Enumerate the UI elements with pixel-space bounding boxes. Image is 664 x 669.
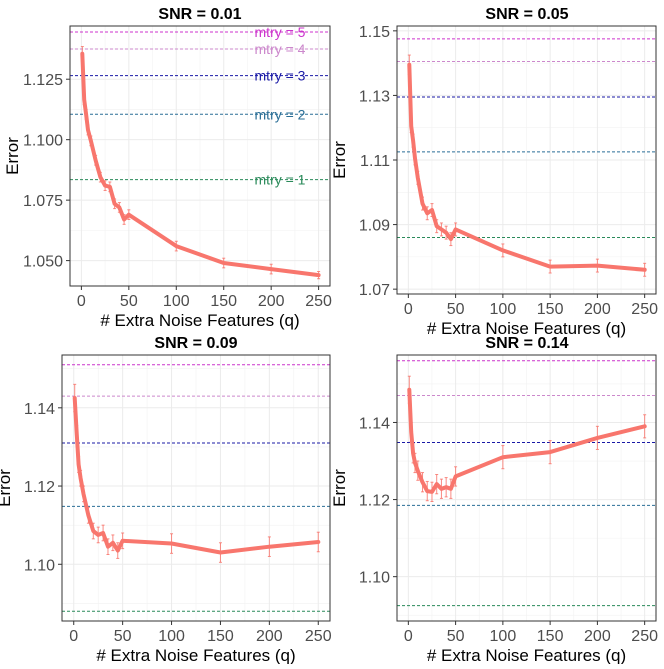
mtry-1-label: mtry = 1 — [255, 172, 306, 188]
plot-border — [396, 354, 657, 622]
x-tick-label: 100 — [163, 293, 190, 310]
x-tick-label: 150 — [207, 628, 234, 645]
mtry-2-label: mtry = 2 — [255, 106, 306, 122]
x-tick-label: 150 — [537, 301, 564, 318]
panel-4: 0 50 100 150 200 250 1.10 1.12 1.14 SNR = 0.14 # E… — [330, 335, 658, 665]
y-axis-label: Error — [330, 469, 349, 507]
x-axis-label: # Extra Noise Features (q) — [427, 646, 626, 664]
panel-title: SNR = 0.09 — [154, 335, 237, 352]
x-tick-label: 50 — [114, 628, 132, 645]
x-tick-label: 0 — [77, 293, 86, 310]
plot-border — [69, 25, 331, 287]
x-tick-label: 250 — [305, 628, 332, 645]
mtry-5-label: mtry = 5 — [255, 24, 306, 40]
x-tick-label: 200 — [256, 628, 283, 645]
x-axis-label: # Extra Noise Features (q) — [100, 311, 299, 330]
x-tick-label: 150 — [210, 293, 237, 310]
x-tick-label: 200 — [584, 301, 611, 318]
y-axis-label: Error — [330, 141, 349, 179]
x-axis-label: # Extra Noise Features (q) — [96, 646, 295, 664]
mtry-4-label: mtry = 4 — [255, 41, 306, 57]
error-series-line — [72, 396, 321, 555]
y-axis-label: Error — [3, 137, 22, 175]
y-tick-label: 1.14 — [24, 401, 55, 418]
y-tick-label: 1.125 — [23, 72, 63, 89]
y-tick-label: 1.14 — [359, 415, 390, 432]
x-tick-label: 0 — [404, 628, 413, 645]
error-series-line — [407, 387, 647, 494]
y-tick-label: 1.075 — [23, 193, 63, 210]
x-tick-label: 50 — [120, 293, 138, 310]
x-tick-label: 150 — [537, 628, 564, 645]
y-tick-label: 1.12 — [24, 479, 55, 496]
y-tick-label: 1.07 — [359, 282, 390, 299]
x-tick-label: 250 — [305, 293, 332, 310]
x-tick-label: 100 — [490, 628, 517, 645]
x-tick-label: 50 — [447, 628, 465, 645]
y-tick-label: 1.100 — [23, 133, 63, 150]
y-tick-label: 1.12 — [359, 493, 390, 510]
x-tick-label: 0 — [69, 628, 78, 645]
y-tick-label: 1.10 — [359, 570, 390, 587]
panel-title: SNR = 0.01 — [158, 6, 241, 23]
panel-2: 0 50 100 150 200 250 1.07 1.09 1.11 1.13 1.15 SNR =… — [330, 6, 658, 338]
y-tick-label: 1.15 — [359, 24, 390, 41]
y-tick-label: 1.13 — [359, 88, 390, 105]
panel-3: 0 50 100 150 200 250 1.10 1.12 1.14 SNR = 0.09 # E… — [0, 335, 332, 665]
panel-title: SNR = 0.14 — [485, 335, 568, 352]
x-tick-label: 200 — [258, 293, 285, 310]
x-tick-label: 200 — [584, 628, 611, 645]
y-tick-label: 1.10 — [24, 557, 55, 574]
y-tick-label: 1.050 — [23, 254, 63, 271]
x-tick-label: 0 — [404, 301, 413, 318]
error-series-line — [407, 62, 647, 272]
y-tick-label: 1.09 — [359, 218, 390, 235]
y-tick-label: 1.11 — [360, 153, 390, 170]
x-tick-label: 250 — [631, 628, 658, 645]
plot-border — [61, 354, 331, 622]
x-tick-label: 250 — [631, 301, 658, 318]
panel-title: SNR = 0.05 — [485, 6, 568, 23]
error-series-line — [80, 51, 321, 278]
x-axis-label: # Extra Noise Features (q) — [427, 319, 626, 338]
y-axis-label: Error — [0, 469, 14, 507]
x-tick-label: 50 — [447, 301, 465, 318]
mtry-3-label: mtry = 3 — [255, 68, 306, 84]
x-tick-label: 100 — [158, 628, 185, 645]
x-tick-label: 100 — [490, 301, 517, 318]
